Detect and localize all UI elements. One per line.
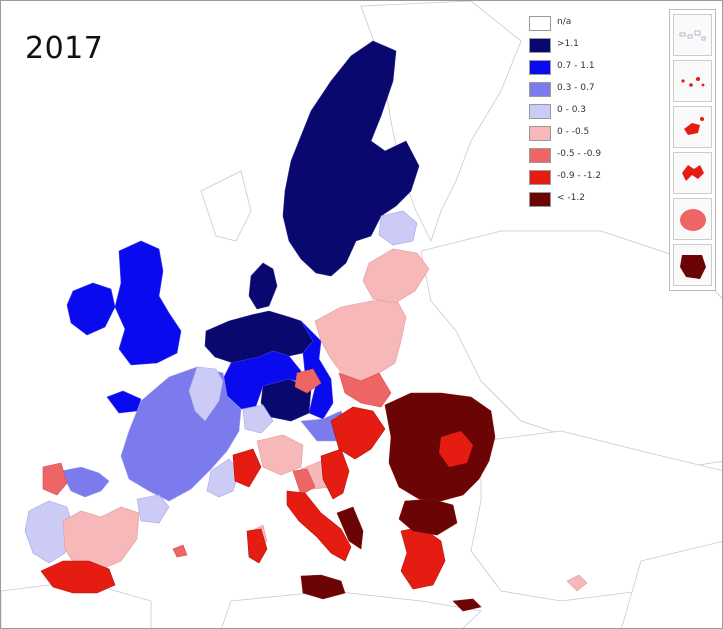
map-legend: n/a >1.1 0.7 - 1.1 0.3 - 0.7 0 - 0.3 0 -… [529,13,647,211]
legend-row: 0.7 - 1.1 [529,57,647,79]
legend-swatch [529,148,551,163]
legend-swatch [529,16,551,31]
legend-row-na: n/a [529,13,647,35]
legend-row: < -1.2 [529,189,647,211]
legend-row: -0.9 - -1.2 [529,167,647,189]
legend-row: >1.1 [529,35,647,57]
legend-label: -0.5 - -0.9 [557,149,602,159]
legend-label: 0.3 - 0.7 [557,83,595,93]
inset-madeira [673,106,712,148]
region-red-mid [42,368,392,558]
outermost-regions-insets [669,9,716,291]
region-blue-pale [24,210,418,564]
region-blue-high [66,240,334,420]
legend-label: < -1.2 [557,193,585,203]
legend-row: -0.5 - -0.9 [529,145,647,167]
legend-label: -0.9 - -1.2 [557,171,602,181]
legend-swatch [529,60,551,75]
legend-swatch [529,38,551,53]
legend-row: 0 - 0.3 [529,101,647,123]
legend-label: 0.7 - 1.1 [557,61,595,71]
inset-guadeloupe [673,152,712,194]
legend-row: 0.3 - 0.7 [529,79,647,101]
legend-swatch [529,104,551,119]
legend-row: 0 - -0.5 [529,123,647,145]
legend-label: 0 - -0.5 [557,127,590,137]
region-germany-north [204,310,314,422]
legend-swatch [529,170,551,185]
region-romania-patch [439,431,473,467]
legend-swatch [529,82,551,97]
legend-swatch [529,126,551,141]
legend-label: n/a [557,17,572,27]
inset-french-guiana [673,244,712,286]
inset-reunion [673,198,712,240]
inset-azores [673,60,712,102]
legend-label: 0 - 0.3 [557,105,587,115]
inset-canary-islands [673,14,712,56]
map-year-title: 2017 [25,31,104,66]
region-red-high [40,406,446,594]
region-scandinavia [248,40,420,310]
legend-swatch [529,192,551,207]
legend-label: >1.1 [557,39,579,49]
